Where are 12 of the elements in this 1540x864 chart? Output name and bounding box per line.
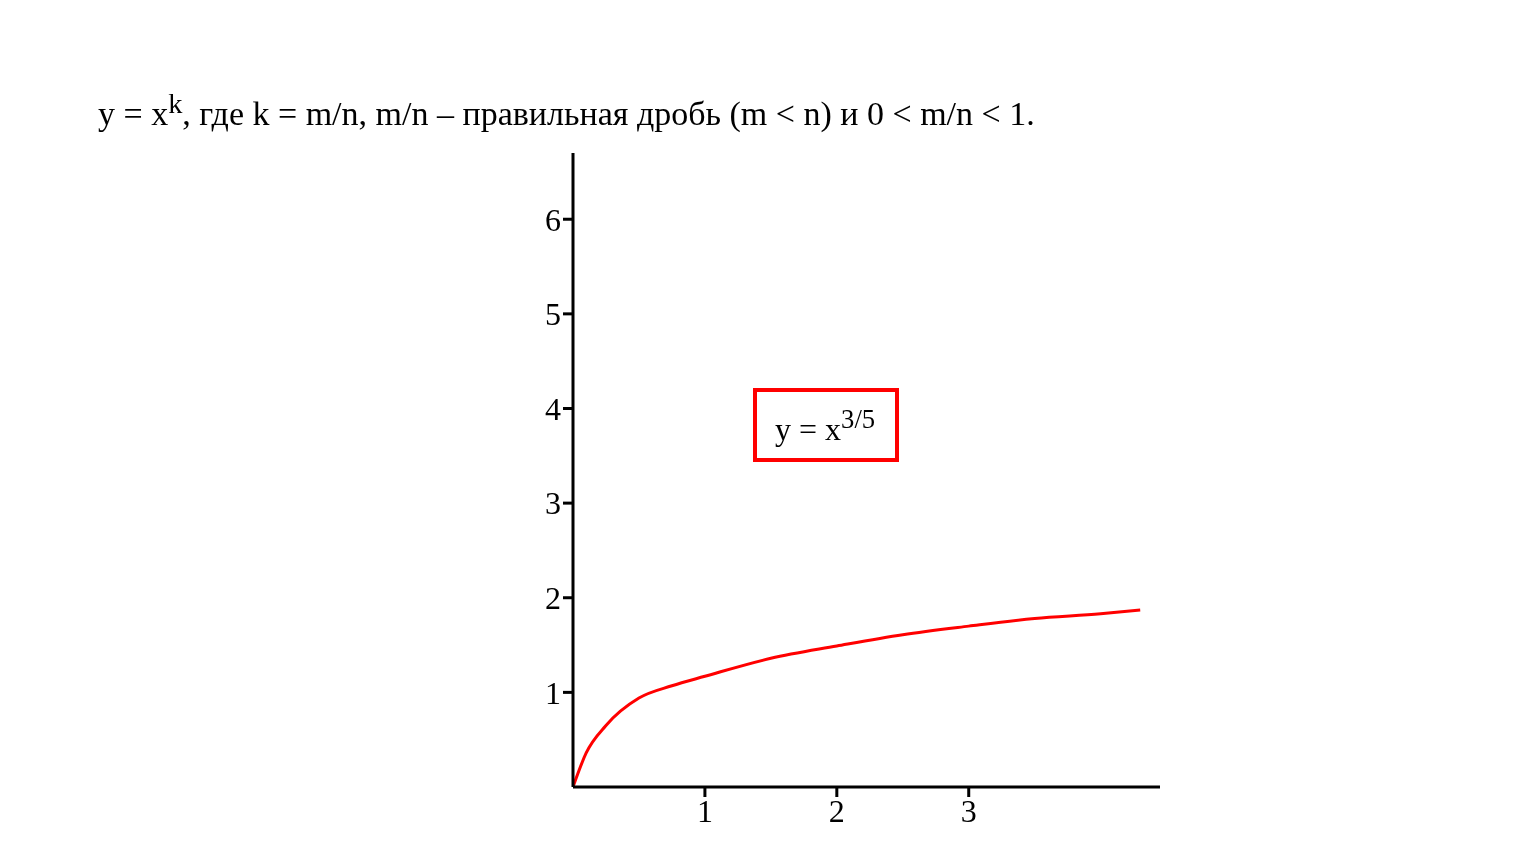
y-tick-label: 4 — [545, 390, 561, 427]
y-tick-label: 3 — [545, 485, 561, 522]
y-tick-label: 5 — [545, 296, 561, 333]
x-tick-label: 1 — [696, 792, 713, 829]
annotation: y = x$^{3/5}$ — [753, 388, 900, 462]
x-tick-label: 2 — [828, 792, 845, 829]
y-tick-label: 1 — [545, 674, 561, 711]
y-tick-label: 2 — [545, 580, 561, 617]
line-series — [573, 608, 1142, 787]
x-tick-label: 3 — [960, 792, 977, 829]
chart-title: y = x$^{k}$, где k = m/n, m/n – правильная дробь (m < n) и 0 < m/n < 1. — [98, 88, 1035, 134]
y-tick-label: 6 — [545, 201, 561, 238]
